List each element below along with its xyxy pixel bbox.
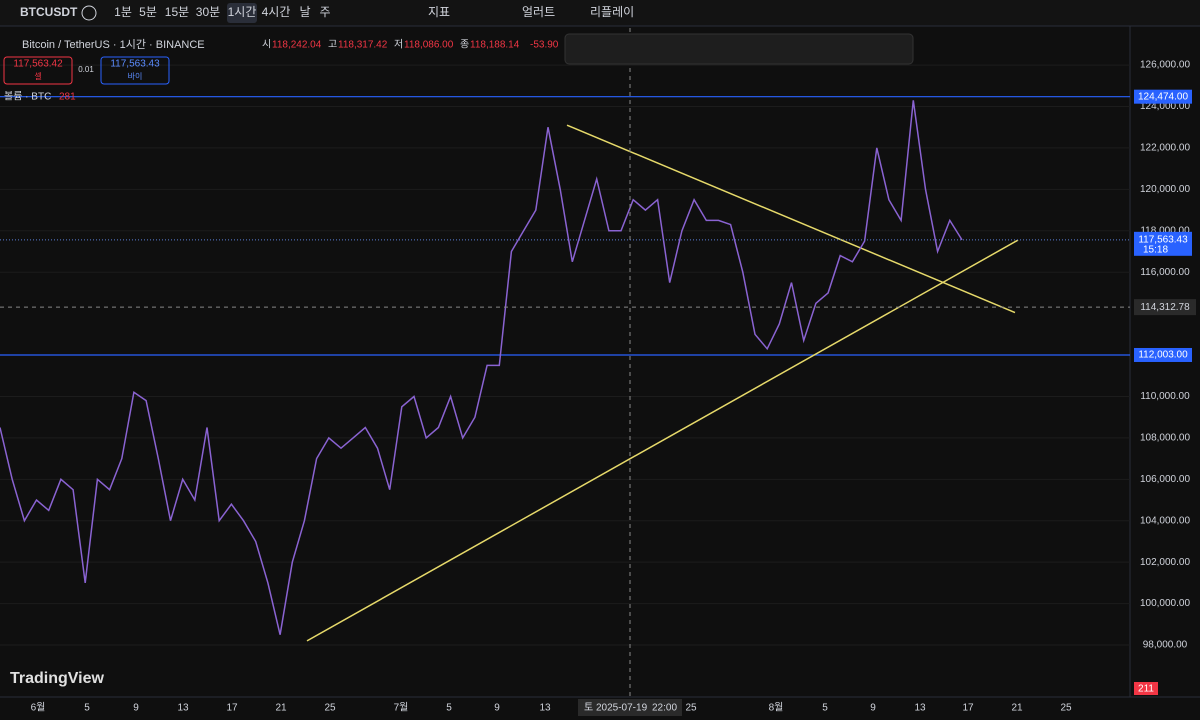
y-tick-label: 108,000.00 [1140, 433, 1190, 444]
add-symbol[interactable] [81, 5, 97, 21]
toolbar [0, 0, 1200, 26]
x-tick-label: 6월 [31, 702, 46, 714]
y-tick-label: 98,000.00 [1143, 640, 1188, 651]
crosshair-date-tag [578, 699, 682, 716]
x-tick-label: 8월 [769, 702, 784, 714]
spread: 0.01 [78, 65, 94, 74]
volume-value: 281 [59, 92, 76, 103]
x-tick-label: 17 [962, 703, 974, 714]
level-label: 124,474.00 [1138, 91, 1188, 102]
y-tick-label: 116,000.00 [1140, 267, 1190, 278]
y-tick-label: 126,000.00 [1140, 60, 1190, 71]
x-tick-label: 25 [685, 703, 697, 714]
crosshair-price: 114,312.78 [1140, 302, 1190, 313]
y-tick-label: 100,000.00 [1140, 598, 1190, 609]
crosshair-date: 토 2025-07-19 [584, 703, 648, 714]
x-tick-label: 13 [914, 703, 926, 714]
level-tag [1134, 347, 1192, 362]
interval[interactable]: 1시간 [228, 5, 257, 19]
change: -53.90 [530, 40, 559, 51]
x-tick-label: 13 [177, 703, 189, 714]
x-tick-label: 17 [226, 703, 238, 714]
price-line [0, 100, 963, 635]
high-label: 고 [328, 40, 337, 51]
y-tick-label: 106,000.00 [1140, 474, 1190, 485]
low: 118,086.00 [404, 40, 454, 51]
close: 118,188.14 [470, 40, 520, 51]
interval[interactable]: 1분 [114, 5, 132, 19]
buy-button[interactable] [100, 56, 170, 85]
last-price-tag [1134, 231, 1192, 256]
active-interval [227, 3, 257, 23]
x-tick-label: 5 [822, 703, 828, 714]
low-label: 저 [394, 39, 403, 51]
logo: TradingView [10, 670, 105, 687]
interval[interactable]: 날 [299, 5, 310, 19]
x-tick-label: 21 [1011, 703, 1023, 714]
volume-title: 볼륨 · BTC [4, 91, 51, 103]
x-tick-label: 9 [494, 703, 500, 714]
open: 118,242.04 [272, 40, 322, 51]
sell-button[interactable] [3, 56, 73, 85]
x-tick-label: 5 [84, 703, 90, 714]
countdown: 15:18 [1143, 244, 1168, 255]
legend-title: Bitcoin / TetherUS · 1시간 · BINANCE [22, 38, 205, 51]
x-tick-label: 13 [539, 703, 551, 714]
y-tick-label: 102,000.00 [1140, 557, 1190, 568]
x-tick-label: 21 [275, 703, 287, 714]
crosshair-time: 22:00 [652, 703, 677, 714]
indicators[interactable]: 지표 [428, 5, 450, 19]
interval[interactable]: 5분 [139, 5, 157, 19]
symbol[interactable]: BTCUSDT [20, 5, 78, 19]
interval[interactable]: 15분 [165, 5, 189, 19]
alerts[interactable]: 얼러트 [522, 5, 555, 19]
buy-price: 117,563.43 [110, 59, 160, 70]
crosshair-tag [1134, 299, 1196, 316]
interval[interactable]: 4시간 [262, 5, 291, 19]
drawing-toolbar [564, 33, 914, 65]
sell-label: 셀 [34, 71, 41, 81]
close-label: 종 [460, 39, 469, 51]
x-tick-label: 9 [133, 703, 139, 714]
y-tick-label: 120,000.00 [1140, 184, 1190, 195]
interval[interactable]: 30분 [196, 5, 220, 19]
high: 118,317.42 [338, 40, 388, 51]
x-tick-label: 5 [446, 703, 452, 714]
trendline [566, 124, 1016, 314]
level-tag [1134, 89, 1192, 104]
y-tick-label: 124,000.00 [1140, 101, 1190, 112]
sell-price: 117,563.42 [13, 59, 63, 70]
y-tick-label: 104,000.00 [1140, 515, 1190, 526]
volume-tag [1134, 682, 1158, 695]
x-tick-label: 9 [870, 703, 876, 714]
level-label: 112,003.00 [1138, 350, 1188, 361]
open-label: 시 [262, 39, 271, 51]
replay[interactable]: 리플레이 [590, 5, 634, 19]
x-tick-label: 25 [324, 703, 336, 714]
y-tick-label: 110,000.00 [1140, 391, 1190, 402]
x-tick-label: 7월 [394, 702, 409, 714]
buy-label: 바이 [128, 71, 143, 81]
last-price-label: 117,563.43 [1138, 234, 1188, 245]
interval[interactable]: 주 [319, 5, 330, 19]
x-tick-label: 25 [1060, 703, 1072, 714]
y-tick-label: 118,000.00 [1140, 225, 1190, 236]
volume-label: 211 [1138, 684, 1154, 695]
y-tick-label: 122,000.00 [1140, 143, 1190, 154]
